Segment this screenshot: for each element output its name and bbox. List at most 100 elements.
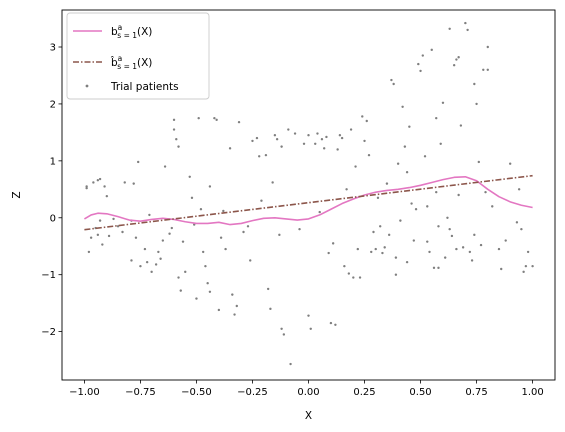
- y-axis-ticks: −2 −1 0 1 2 3: [41, 43, 62, 338]
- scatter-point: [264, 153, 268, 157]
- legend-marker-trial: [85, 84, 89, 88]
- y-tick-label: 2: [50, 99, 56, 110]
- scatter-point: [392, 82, 395, 86]
- scatter-point: [522, 270, 525, 274]
- scatter-point: [473, 233, 476, 237]
- scatter-point: [213, 116, 216, 120]
- scatter-point: [452, 64, 456, 67]
- scatter-point: [524, 264, 528, 268]
- scatter-point: [217, 308, 221, 312]
- scatter-point: [468, 250, 472, 254]
- scatter-point: [354, 165, 357, 168]
- scatter-point: [515, 221, 519, 224]
- scatter-point: [237, 120, 241, 124]
- scatter-point: [338, 134, 342, 137]
- y-tick-label: 0: [50, 213, 56, 224]
- scatter-point: [154, 263, 158, 266]
- scatter-point: [363, 139, 366, 143]
- scatter-point: [349, 128, 353, 131]
- scatter-point: [455, 58, 458, 61]
- scatter-point: [370, 250, 373, 254]
- scatter-point: [298, 227, 301, 231]
- scatter-point: [123, 181, 126, 184]
- scatter-point: [208, 185, 212, 188]
- scatter-point: [130, 259, 133, 262]
- scatter-point: [345, 188, 348, 191]
- scatter-point: [139, 264, 142, 268]
- scatter-point: [222, 209, 225, 213]
- scatter-point: [316, 132, 319, 135]
- scatter-point: [314, 142, 317, 145]
- scatter-point: [177, 145, 180, 148]
- scatter-point: [168, 232, 171, 235]
- scatter-point: [224, 247, 227, 251]
- scatter-point: [307, 134, 310, 137]
- scatter-point: [105, 194, 109, 198]
- scatter-point: [107, 234, 111, 238]
- scatter-point: [414, 208, 418, 211]
- scatter-point: [327, 251, 330, 255]
- scatter-point: [136, 160, 140, 164]
- scatter-point: [376, 196, 380, 200]
- scatter-point: [526, 250, 530, 254]
- scatter-point: [477, 160, 481, 164]
- scatter-point: [101, 243, 104, 246]
- scatter-point: [85, 186, 88, 190]
- scatter-point: [246, 225, 250, 228]
- scatter-point: [235, 304, 238, 308]
- x-axis-label: X: [305, 410, 312, 422]
- scatter-point: [112, 217, 115, 221]
- scatter-point: [439, 142, 442, 145]
- x-tick-label: 0.75: [465, 387, 487, 398]
- scatter-point: [365, 119, 368, 123]
- scatter-point: [372, 230, 375, 234]
- legend-label-trial: Trial patients: [110, 81, 179, 93]
- scatter-point: [448, 27, 451, 30]
- scatter-point: [435, 116, 438, 120]
- scatter-point: [249, 259, 252, 262]
- scatter-point: [470, 259, 474, 262]
- scatter-point: [448, 227, 451, 231]
- scatter-point: [98, 177, 102, 181]
- scatter-point: [394, 256, 398, 259]
- x-tick-label: −1.00: [69, 387, 100, 398]
- scatter-point: [428, 250, 431, 254]
- scatter-point: [459, 124, 463, 127]
- scatter-point: [423, 155, 427, 158]
- scatter-point: [379, 225, 382, 228]
- scatter-point: [343, 264, 346, 268]
- series-line-b: [84, 175, 533, 226]
- scatter-point: [89, 236, 93, 239]
- scatter-point: [215, 118, 218, 122]
- scatter-point: [401, 105, 404, 108]
- scatter-point: [466, 28, 469, 32]
- x-axis-ticks: −1.00 −0.75 −0.50 −0.25 0.00 0.25 0.50 0.75 1.00: [69, 380, 544, 398]
- scatter-point: [143, 247, 147, 251]
- scatter-point: [329, 321, 333, 325]
- scatter-point: [287, 128, 290, 131]
- scatter-point: [367, 153, 371, 157]
- scatter-point: [457, 56, 460, 59]
- scatter-point: [486, 68, 489, 71]
- scatter-point: [387, 233, 391, 237]
- scatter-point: [403, 145, 407, 148]
- scatter-point: [260, 199, 263, 202]
- scatter-point: [457, 193, 460, 197]
- scatter-point: [231, 293, 234, 296]
- scatter-point: [293, 132, 297, 135]
- scatter-point: [172, 118, 176, 122]
- legend-box: [66, 12, 210, 100]
- scatter-point: [396, 162, 400, 165]
- scatter-point: [269, 307, 272, 311]
- scatter-point: [479, 243, 483, 247]
- scatter-point: [475, 102, 478, 106]
- scatter-point: [251, 139, 254, 143]
- scatter-point: [421, 54, 424, 57]
- scatter-point: [172, 128, 176, 131]
- scatter-point: [204, 264, 207, 268]
- scatter-point: [374, 247, 377, 251]
- scatter-point: [320, 138, 324, 141]
- scatter-point: [302, 142, 306, 145]
- scatter-point: [356, 247, 359, 251]
- scatter-point: [352, 276, 355, 279]
